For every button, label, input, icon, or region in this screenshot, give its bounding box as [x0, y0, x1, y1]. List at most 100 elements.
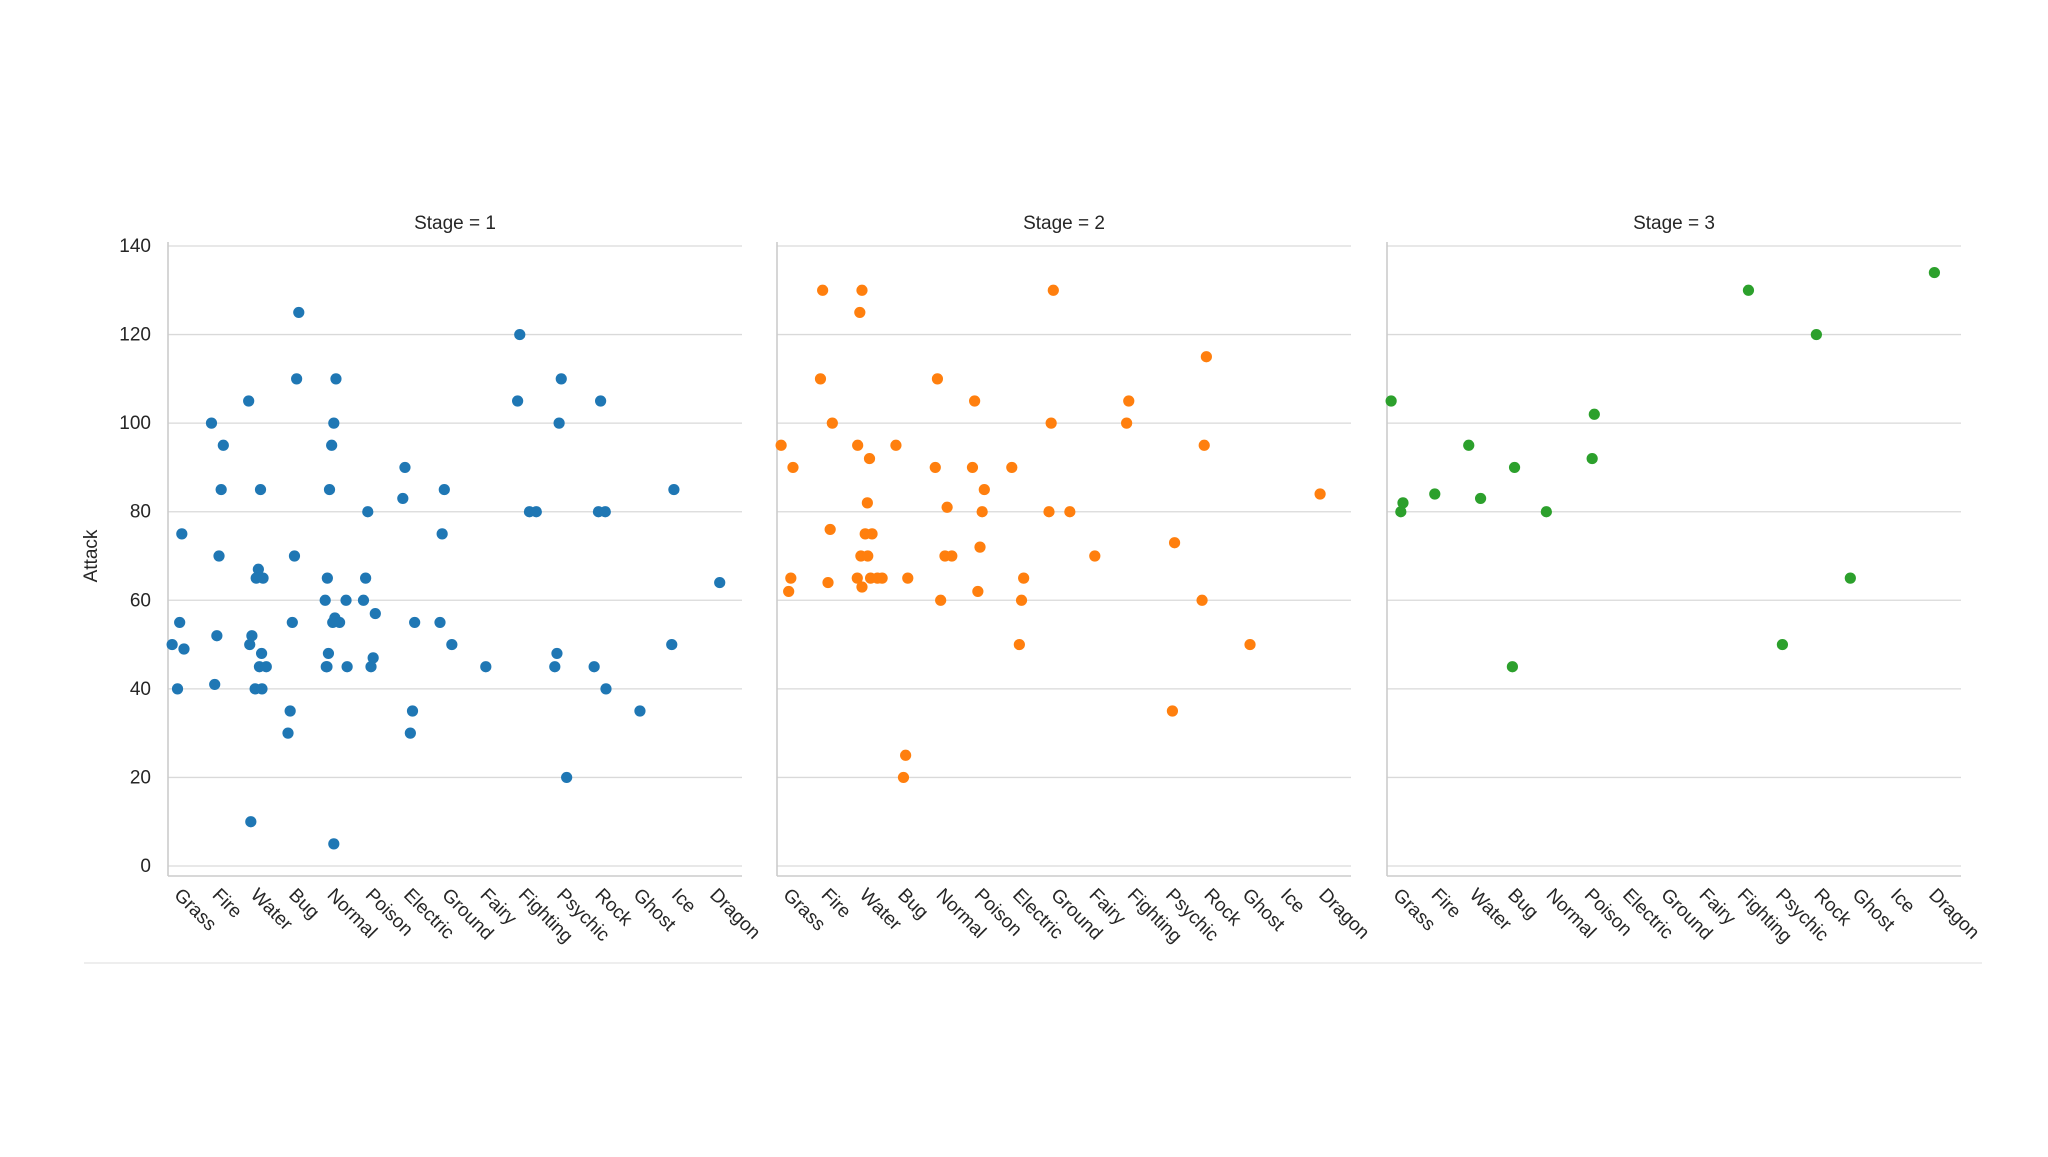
y-tick-label: 40: [130, 679, 151, 700]
data-point: [1018, 572, 1030, 584]
data-point: [321, 572, 333, 584]
data-point: [341, 661, 353, 673]
data-point: [322, 647, 335, 660]
data-point: [974, 541, 986, 553]
data-point: [549, 661, 561, 673]
data-point: [171, 683, 184, 695]
data-point: [1397, 497, 1409, 509]
data-point: [861, 497, 873, 509]
x-tick-label: Water: [246, 885, 297, 936]
data-point: [866, 528, 878, 540]
data-point: [902, 572, 914, 584]
data-point: [551, 647, 563, 660]
data-point: [972, 585, 984, 598]
data-point: [666, 638, 678, 651]
data-point: [1810, 328, 1822, 341]
data-point: [1506, 661, 1518, 673]
data-point: [365, 661, 377, 673]
data-point: [787, 461, 799, 474]
data-point: [1429, 488, 1441, 500]
data-point: [783, 585, 795, 598]
data-point: [512, 395, 524, 407]
x-tick-label: Water: [855, 885, 906, 936]
data-point: [404, 727, 416, 739]
y-tick-label: 60: [130, 590, 151, 611]
y-tick-label: 140: [119, 236, 151, 257]
data-point: [978, 483, 990, 496]
data-point: [166, 638, 178, 651]
data-point: [360, 572, 372, 584]
data-point: [822, 576, 834, 589]
data-point: [668, 483, 680, 496]
data-point: [897, 771, 910, 784]
data-point: [530, 506, 542, 518]
data-point: [599, 506, 611, 518]
data-point: [900, 749, 912, 761]
data-point: [1196, 594, 1208, 606]
data-point: [1244, 638, 1256, 651]
data-point: [561, 771, 573, 784]
data-point: [931, 373, 944, 385]
data-point: [1006, 461, 1018, 474]
data-point: [211, 630, 223, 642]
data-point: [876, 572, 888, 584]
data-point: [1064, 506, 1076, 518]
data-point: [288, 550, 301, 562]
data-point: [1198, 439, 1210, 451]
y-tick-label: 20: [130, 767, 151, 788]
data-point: [252, 563, 264, 575]
x-tick-label: Ghost: [1848, 885, 1899, 936]
data-point: [480, 661, 492, 673]
data-point: [330, 373, 342, 385]
data-point: [1200, 351, 1212, 363]
data-point: [969, 395, 981, 407]
data-point: [1844, 572, 1856, 584]
data-point: [178, 643, 190, 655]
data-point: [434, 616, 446, 629]
data-point: [257, 572, 269, 584]
x-tick-label: Dragon: [1924, 885, 1983, 944]
data-point: [333, 616, 346, 629]
data-point: [935, 594, 947, 606]
data-point: [1742, 284, 1755, 296]
y-tick-label: 0: [140, 856, 151, 877]
data-point: [890, 439, 902, 451]
data-point: [328, 417, 340, 429]
data-point: [814, 373, 827, 385]
data-point: [397, 492, 409, 505]
data-point: [1123, 395, 1135, 407]
data-point: [260, 661, 272, 673]
data-point: [852, 439, 864, 451]
data-point: [588, 661, 600, 673]
data-point: [1166, 705, 1179, 717]
data-point: [856, 581, 868, 593]
data-point: [714, 576, 726, 589]
data-point: [1168, 537, 1181, 549]
data-point: [1928, 266, 1941, 279]
y-tick-label: 80: [130, 502, 151, 523]
data-point: [246, 630, 258, 642]
x-tick-label: Ghost: [1238, 885, 1289, 936]
data-point: [323, 483, 336, 496]
data-point: [1776, 638, 1789, 651]
data-point: [286, 616, 298, 629]
data-point: [340, 594, 352, 606]
data-point: [553, 417, 565, 429]
data-point: [319, 594, 331, 606]
data-point: [1508, 461, 1521, 474]
data-point: [1045, 417, 1057, 429]
data-point: [293, 306, 305, 319]
data-point: [282, 727, 294, 739]
data-point: [213, 550, 225, 562]
data-point: [929, 461, 941, 474]
data-point: [321, 661, 333, 673]
facet-title: Stage = 1: [414, 213, 496, 234]
data-point: [284, 705, 296, 717]
data-point: [863, 452, 876, 465]
data-point: [438, 483, 450, 496]
data-point: [1395, 506, 1407, 518]
data-point: [1015, 594, 1028, 606]
x-tick-label: Grass: [1389, 885, 1440, 936]
data-point: [362, 506, 374, 518]
